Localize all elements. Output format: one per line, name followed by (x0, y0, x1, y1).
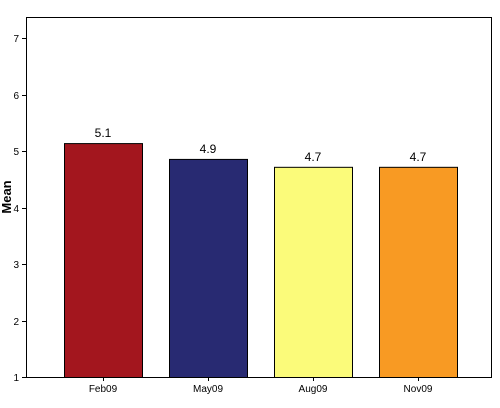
y-tick-label-2: 3 (13, 260, 19, 271)
data-label-may09: 4.9 (200, 142, 217, 156)
x-tick-label-aug09: Aug09 (299, 384, 328, 395)
y-axis-title: Mean (0, 180, 14, 213)
bar-feb09 (64, 143, 143, 378)
y-tick-label-3: 4 (13, 204, 19, 215)
data-label-feb09: 5.1 (95, 126, 112, 140)
y-tick-label-6: 7 (13, 34, 19, 45)
bar-aug09 (274, 166, 353, 378)
x-tick-label-nov09: Nov09 (404, 384, 433, 395)
y-tick-label-5: 6 (13, 91, 19, 102)
data-label-nov09: 4.7 (410, 150, 427, 164)
y-tick-label-4: 5 (13, 147, 19, 158)
x-tick-label-may09: May09 (193, 384, 223, 395)
y-tick-label-1: 2 (13, 317, 19, 328)
y-tick-label-0: 1 (13, 373, 19, 384)
bar-may09 (169, 158, 248, 378)
data-labels: 5.1 4.9 4.7 4.7 (95, 126, 427, 164)
x-axis: Feb09 May09 Aug09 Nov09 (89, 377, 433, 395)
data-label-aug09: 4.7 (305, 150, 322, 164)
plot-frame (26, 17, 492, 378)
x-tick-label-feb09: Feb09 (89, 384, 118, 395)
bars (64, 143, 458, 378)
bar-nov09 (379, 166, 458, 378)
y-axis: 1 2 3 4 5 6 7 (13, 34, 26, 384)
